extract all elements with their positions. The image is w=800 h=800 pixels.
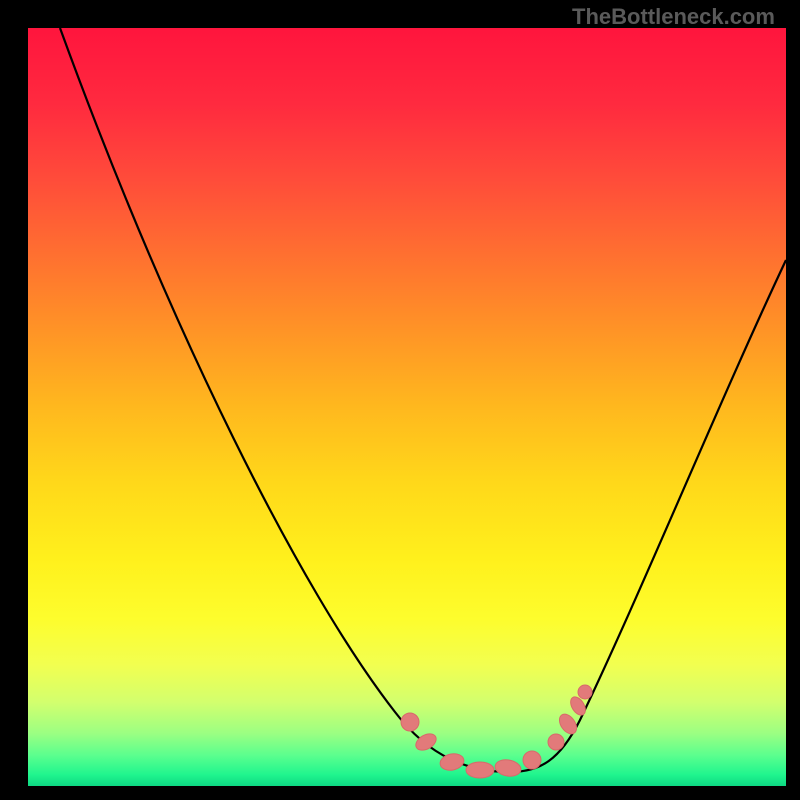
- curve-marker: [401, 713, 419, 731]
- curve-marker: [548, 734, 564, 750]
- gradient-background: [28, 28, 786, 786]
- curve-marker: [523, 751, 541, 769]
- watermark-text: TheBottleneck.com: [572, 4, 775, 30]
- curve-marker: [466, 762, 494, 778]
- curve-marker: [578, 685, 592, 699]
- bottleneck-chart: [0, 0, 800, 800]
